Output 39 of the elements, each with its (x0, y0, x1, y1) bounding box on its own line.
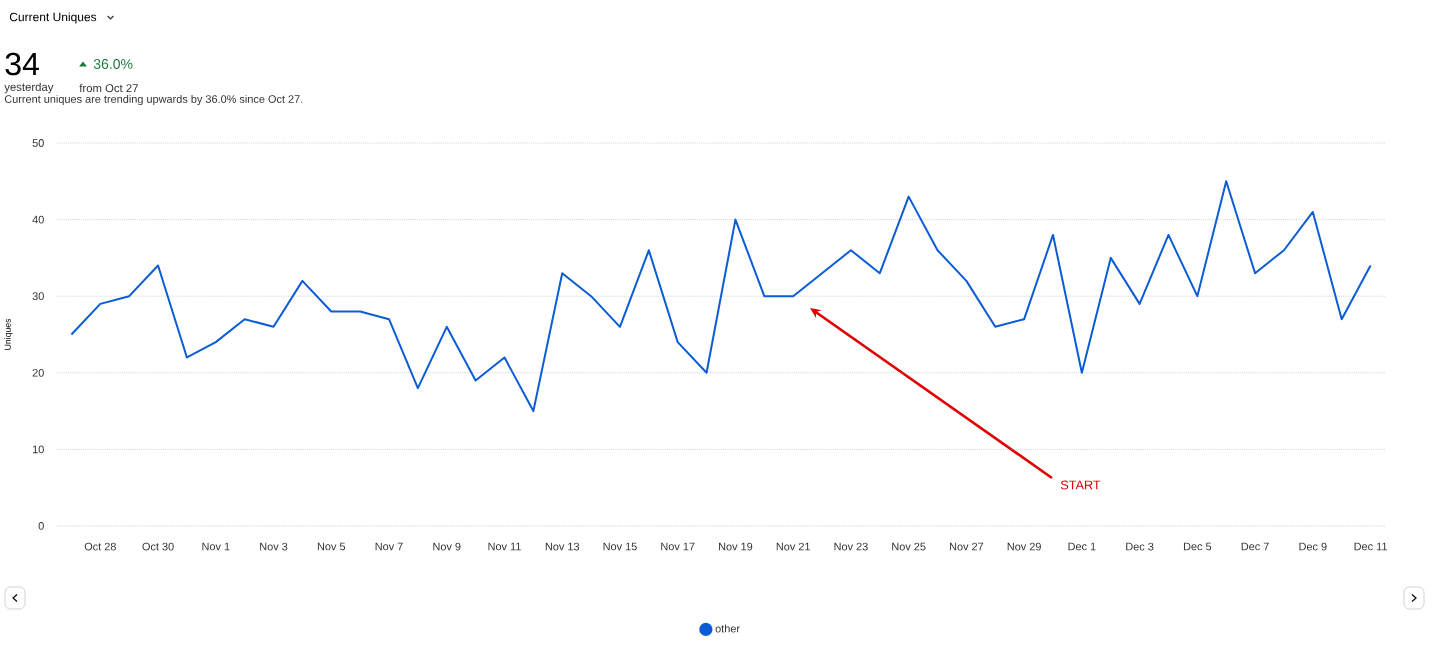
x-tick-label: Nov 27 (949, 542, 984, 551)
x-tick-label: Nov 3 (260, 542, 288, 551)
x-tick-label: Nov 11 (488, 542, 521, 551)
x-tick-label: Nov 17 (661, 542, 695, 551)
x-tick-label: Nov 15 (603, 542, 637, 551)
x-tick-label: Nov 23 (834, 542, 868, 551)
x-tick-label: Nov 13 (545, 542, 580, 551)
x-tick-label: Nov 7 (375, 542, 403, 551)
y-tick-label: 10 (32, 445, 44, 454)
x-tick-label: Dec 11 (1354, 542, 1387, 551)
chart-title: Current Uniques (9, 12, 97, 24)
x-tick-label: Nov 21 (776, 542, 810, 551)
x-tick-label: Nov 5 (317, 542, 346, 551)
x-tick-label: Dec 7 (1241, 542, 1269, 551)
x-tick-label: Nov 1 (202, 542, 230, 551)
y-tick-label: 20 (32, 368, 44, 377)
chart-subtitle: Current uniques are trending upwards by 36.0% since Oct 27. (4, 94, 303, 106)
text: 36.0% (93, 59, 133, 69)
x-tick-label: Dec 9 (1299, 542, 1327, 551)
x-tick-label: Nov 25 (892, 542, 926, 551)
x-tick-label: Oct 30 (142, 542, 174, 551)
y-tick-label: 30 (32, 292, 44, 301)
x-tick-label: Nov 19 (719, 542, 753, 551)
y-tick-label: 50 (32, 139, 44, 147)
x-tick-label: Dec 5 (1183, 542, 1212, 551)
text: yesterday (4, 82, 54, 94)
x-tick-label: Oct 28 (84, 542, 116, 551)
x-tick-label: Dec 1 (1068, 542, 1096, 551)
x-tick-label: Dec 3 (1126, 542, 1154, 551)
y-axis-title: Uniques (4, 318, 13, 350)
text: from Oct 27 (79, 83, 138, 93)
y-tick-label: 0 (38, 522, 44, 530)
x-tick-label: Nov 9 (433, 542, 461, 551)
annotation: START (1060, 480, 1101, 490)
line-series (70, 180, 1372, 413)
y-tick-label: 40 (32, 215, 44, 224)
text: 34 (5, 52, 39, 76)
x-tick-label: Nov 29 (1007, 542, 1041, 551)
legend-label: other (715, 624, 740, 633)
